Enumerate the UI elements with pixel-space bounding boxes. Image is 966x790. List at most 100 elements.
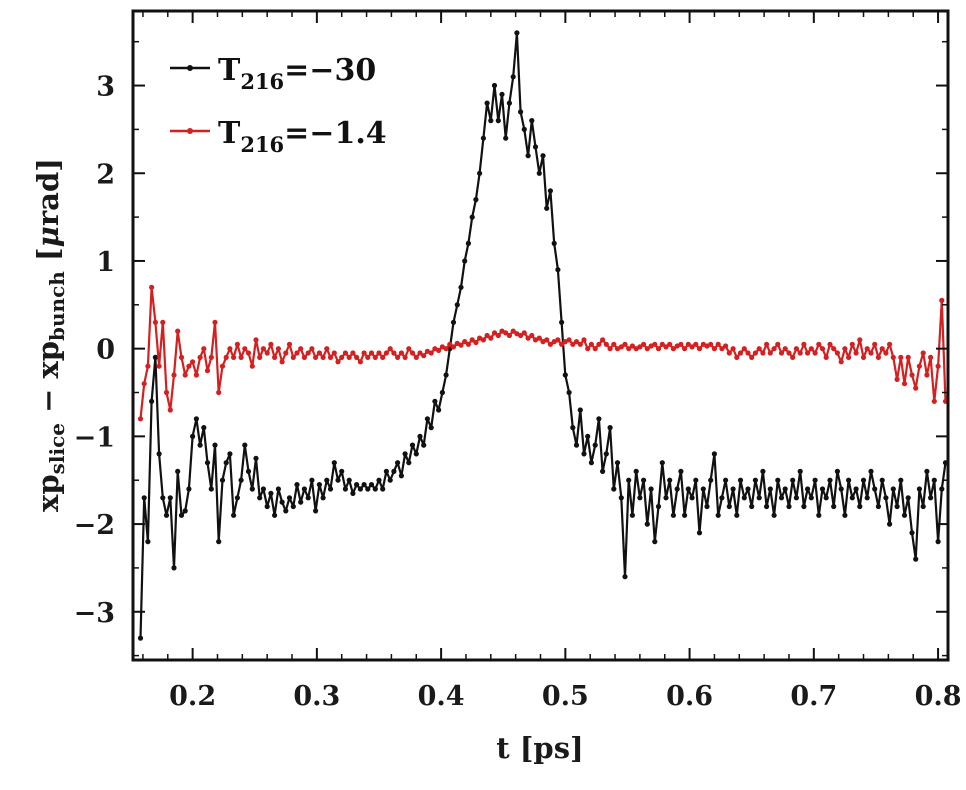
series-2-point [339, 354, 345, 360]
series-2-point [846, 354, 852, 360]
series-2-point [719, 346, 725, 352]
series-1-point [432, 398, 438, 404]
series-2-point [458, 342, 464, 348]
series-2-point [864, 346, 870, 352]
series-1-point [518, 109, 524, 115]
series-2-point [749, 354, 755, 360]
series-1-point [901, 512, 908, 518]
series-2-point [316, 350, 322, 356]
series-2-point [488, 335, 494, 341]
series-2-point [156, 363, 162, 369]
series-2-point [890, 354, 896, 360]
series-2-point [223, 354, 229, 360]
y-axis-title-sub2: bunch [45, 271, 69, 341]
series-2-point [160, 319, 166, 325]
series-1-point [510, 74, 516, 80]
series-2-point [395, 354, 401, 360]
series-1-point [596, 416, 602, 422]
series-1-point [406, 460, 412, 466]
series-1-point [760, 468, 766, 474]
series-2-point [879, 346, 885, 352]
y-axis-title-part3: [ [31, 247, 65, 271]
series-2-point [711, 346, 718, 352]
series-2-point [883, 350, 889, 356]
y-tick-label: −1 [74, 422, 115, 453]
series-2-point [588, 341, 595, 347]
series-2-point [208, 354, 214, 360]
series-1-point [626, 477, 632, 483]
series-2-point [696, 346, 703, 352]
x-tick-label: 0.4 [418, 681, 465, 712]
series-2-point [812, 350, 818, 356]
series-1-point [793, 495, 800, 501]
series-1-point [204, 460, 211, 466]
series-1-point [797, 468, 803, 474]
series-1-point [629, 512, 636, 518]
x-tick-label: 0.5 [542, 681, 589, 712]
series-1-point [309, 477, 315, 483]
series-2-point [190, 359, 196, 365]
series-1-point [715, 512, 721, 518]
series-1-point [611, 486, 617, 492]
series-1-point [503, 135, 509, 141]
y-axis-title: xpslice − xpbunch [μrad] [31, 158, 69, 512]
series-2-point [234, 341, 240, 347]
series-2-point [734, 354, 740, 360]
series-1-point [372, 486, 378, 492]
series-1-point [808, 495, 814, 501]
series-2-point [834, 350, 841, 356]
series-1-point [685, 486, 691, 492]
series-2-point [726, 350, 732, 356]
series-2-point [346, 354, 352, 360]
series-2-point [577, 341, 583, 347]
series-2-point [503, 330, 509, 336]
series-2-point [380, 354, 386, 360]
series-2-point [387, 346, 393, 352]
series-1-point [704, 503, 710, 510]
series-2-point [402, 354, 408, 360]
series-2-point [495, 332, 501, 339]
legend-label-series-2: T216=−1.4 [218, 116, 387, 157]
legend-label-series-1-rest: =−30 [284, 53, 376, 88]
series-2-point [145, 363, 151, 369]
series-2-point [685, 341, 691, 347]
series-2-point [480, 337, 486, 343]
series-2-point [592, 346, 598, 352]
series-2-point [447, 341, 453, 347]
series-1-point [160, 495, 166, 501]
series-2-point [559, 341, 565, 347]
series-1-point [268, 490, 274, 496]
series-1-point [603, 451, 609, 457]
series-2-point [916, 363, 923, 369]
series-2-point [775, 341, 781, 347]
series-2-point [816, 341, 822, 347]
series-1-point [469, 214, 475, 220]
series-2-point [600, 337, 606, 343]
series-2-point [521, 330, 527, 336]
series-1-point [682, 512, 688, 518]
series-1-point [648, 486, 654, 492]
series-1-point [600, 468, 606, 474]
series-1-point [801, 503, 807, 510]
series-2-point [279, 359, 285, 365]
series-1-point [383, 468, 389, 474]
series-1-point [327, 486, 334, 492]
series-1-point [346, 477, 352, 483]
series-1-point [696, 530, 703, 536]
series-2-point [313, 354, 319, 360]
series-1-point [745, 486, 751, 492]
series-1-point [723, 477, 729, 483]
series-2-point [171, 372, 177, 378]
series-2-point [827, 341, 833, 347]
series-1-point [283, 508, 289, 514]
series-1-point [253, 455, 259, 461]
series-1-point [532, 144, 539, 150]
series-1-point [570, 425, 576, 431]
series-1-point [588, 460, 595, 466]
series-2-point [197, 354, 203, 360]
series-1-point [234, 495, 240, 501]
series-2-point [245, 350, 252, 356]
series-2-point [327, 354, 334, 360]
series-1-point [644, 521, 650, 527]
series-1-point [928, 495, 934, 501]
